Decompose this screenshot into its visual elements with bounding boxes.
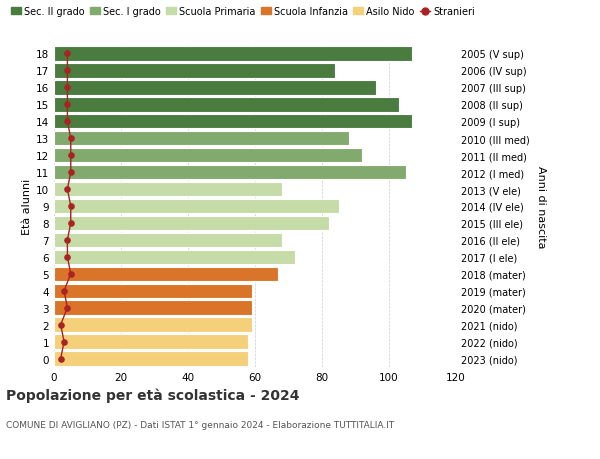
Bar <box>54 352 248 366</box>
Point <box>59 338 69 346</box>
Bar <box>54 166 406 180</box>
Point <box>56 321 65 329</box>
Point <box>62 118 72 126</box>
Point <box>66 203 76 210</box>
Point <box>62 186 72 193</box>
Bar <box>54 182 282 197</box>
Point <box>62 67 72 75</box>
Point <box>66 270 76 278</box>
Bar <box>54 284 251 298</box>
Point <box>59 287 69 295</box>
Point <box>66 169 76 176</box>
Point <box>56 355 65 363</box>
Bar <box>54 216 329 230</box>
Point <box>62 50 72 58</box>
Bar <box>54 149 362 163</box>
Bar <box>54 47 412 62</box>
Bar <box>54 250 295 264</box>
Point <box>62 101 72 109</box>
Bar <box>54 115 412 129</box>
Bar <box>54 64 335 78</box>
Bar <box>54 267 278 281</box>
Point <box>66 135 76 143</box>
Point <box>62 304 72 312</box>
Y-axis label: Anni di nascita: Anni di nascita <box>536 165 546 248</box>
Bar <box>54 335 248 349</box>
Bar <box>54 199 339 214</box>
Bar <box>54 98 399 112</box>
Legend: Sec. II grado, Sec. I grado, Scuola Primaria, Scuola Infanzia, Asilo Nido, Stran: Sec. II grado, Sec. I grado, Scuola Prim… <box>11 7 475 17</box>
Bar <box>54 233 282 247</box>
Bar <box>54 301 251 315</box>
Point <box>62 237 72 244</box>
Bar <box>54 132 349 146</box>
Bar <box>54 318 251 332</box>
Point <box>62 84 72 92</box>
Bar <box>54 81 376 95</box>
Y-axis label: Età alunni: Età alunni <box>22 179 32 235</box>
Text: Popolazione per età scolastica - 2024: Popolazione per età scolastica - 2024 <box>6 388 299 403</box>
Point <box>66 152 76 159</box>
Text: COMUNE DI AVIGLIANO (PZ) - Dati ISTAT 1° gennaio 2024 - Elaborazione TUTTITALIA.: COMUNE DI AVIGLIANO (PZ) - Dati ISTAT 1°… <box>6 420 394 429</box>
Point <box>62 254 72 261</box>
Point <box>66 220 76 227</box>
